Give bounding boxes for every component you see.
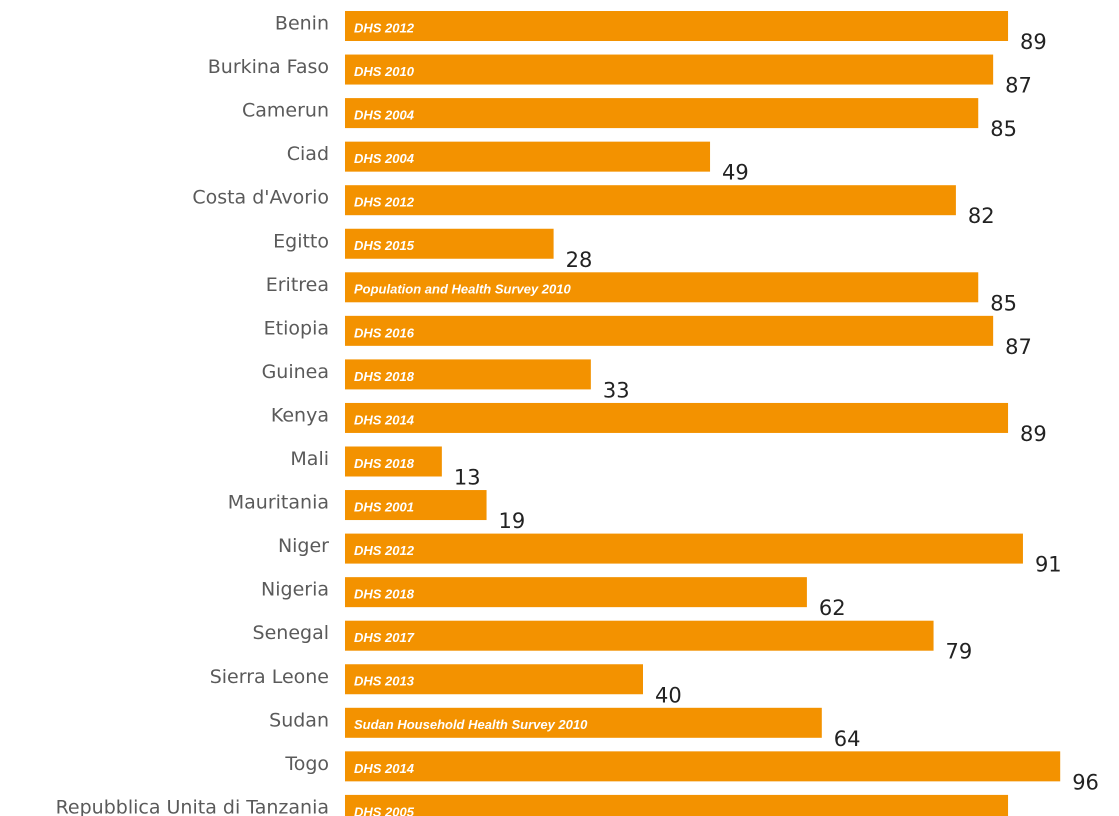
bar bbox=[345, 664, 643, 695]
value-label: 89 bbox=[1020, 814, 1047, 816]
value-label: 96 bbox=[1072, 770, 1099, 794]
value-label: 82 bbox=[968, 204, 995, 228]
bar bbox=[345, 446, 442, 477]
category-label: Sierra Leone bbox=[210, 666, 329, 688]
bar-annotation: DHS 2018 bbox=[354, 369, 415, 384]
bar-annotation: DHS 2018 bbox=[354, 587, 415, 602]
value-labels: 89 87 85 49 82 28 85 87 33 89 13 19 91 62 79 40 64 96 89 bbox=[454, 30, 1099, 816]
category-label: Etiopia bbox=[264, 317, 329, 339]
bar bbox=[345, 11, 1009, 41]
bar bbox=[345, 98, 979, 129]
category-label: Niger bbox=[278, 535, 329, 557]
value-label: 33 bbox=[603, 378, 630, 402]
category-label: Nigeria bbox=[261, 579, 329, 601]
bar-annotation: Population and Health Survey 2010 bbox=[354, 282, 571, 297]
value-label: 87 bbox=[1005, 335, 1032, 359]
value-label: 28 bbox=[566, 248, 593, 272]
value-label: 79 bbox=[946, 640, 973, 664]
category-label: Costa d'Avorio bbox=[192, 187, 329, 209]
category-label: Repubblica Unita di Tanzania bbox=[56, 796, 329, 816]
bar bbox=[345, 577, 807, 608]
category-labels: Benin Burkina Faso Camerun Ciad Costa d'Avor… bbox=[56, 13, 330, 816]
bar bbox=[345, 272, 979, 303]
bar-annotation: DHS 2014 bbox=[354, 761, 415, 776]
bar-annotation: DHS 2012 bbox=[354, 20, 415, 35]
bar-annotation: DHS 2013 bbox=[354, 674, 415, 689]
category-label: Senegal bbox=[253, 622, 329, 644]
bar bbox=[345, 533, 1023, 564]
value-label: 64 bbox=[834, 727, 861, 751]
bar bbox=[345, 359, 591, 390]
bar-annotation: DHS 2012 bbox=[354, 543, 415, 558]
value-label: 85 bbox=[990, 117, 1017, 141]
bar-annotation: DHS 2014 bbox=[354, 412, 415, 427]
bar-annotation: DHS 2010 bbox=[354, 64, 415, 79]
bar bbox=[345, 707, 822, 738]
category-label: Egitto bbox=[273, 230, 329, 252]
bar bbox=[345, 54, 994, 85]
bar-annotation: Sudan Household Health Survey 2010 bbox=[354, 717, 588, 732]
bar bbox=[345, 794, 1009, 816]
value-label: 49 bbox=[722, 161, 749, 185]
category-label: Burkina Faso bbox=[208, 56, 329, 78]
bars bbox=[345, 11, 1061, 816]
value-label: 13 bbox=[454, 466, 481, 490]
category-label: Eritrea bbox=[266, 274, 329, 296]
value-label: 40 bbox=[655, 683, 682, 707]
bar-annotation: DHS 2004 bbox=[354, 151, 415, 166]
bar-annotation: DHS 2001 bbox=[354, 499, 414, 514]
category-label: Guinea bbox=[262, 361, 329, 383]
value-label: 91 bbox=[1035, 553, 1062, 577]
bar bbox=[345, 490, 487, 521]
bar bbox=[345, 620, 934, 651]
value-label: 85 bbox=[990, 291, 1017, 315]
value-label: 62 bbox=[819, 596, 846, 620]
category-label: Togo bbox=[284, 753, 329, 775]
bar bbox=[345, 751, 1061, 782]
bar-annotation: DHS 2005 bbox=[354, 804, 415, 816]
bar-annotation: DHS 2004 bbox=[354, 108, 415, 123]
bar bbox=[345, 402, 1009, 433]
bar bbox=[345, 315, 994, 346]
value-label: 89 bbox=[1020, 30, 1047, 54]
bar bbox=[345, 185, 956, 216]
category-label: Ciad bbox=[287, 143, 329, 165]
bar bbox=[345, 141, 711, 172]
bar-annotation: DHS 2017 bbox=[354, 630, 415, 645]
value-label: 87 bbox=[1005, 74, 1032, 98]
category-label: Mali bbox=[290, 448, 329, 470]
bar-annotation: DHS 2012 bbox=[354, 195, 415, 210]
category-label: Sudan bbox=[269, 709, 329, 731]
value-label: 89 bbox=[1020, 422, 1047, 446]
bar-annotation: DHS 2015 bbox=[354, 238, 415, 253]
category-label: Camerun bbox=[242, 100, 329, 122]
bar-annotation: DHS 2018 bbox=[354, 456, 415, 471]
bar-annotation: DHS 2016 bbox=[354, 325, 415, 340]
bar bbox=[345, 228, 554, 259]
category-label: Benin bbox=[275, 13, 329, 35]
category-label: Mauritania bbox=[228, 492, 329, 514]
value-label: 19 bbox=[499, 509, 526, 533]
bar-annotations: DHS 2012 DHS 2010 DHS 2004 DHS 2004 DHS 2012… bbox=[354, 20, 588, 816]
category-label: Kenya bbox=[271, 404, 329, 426]
